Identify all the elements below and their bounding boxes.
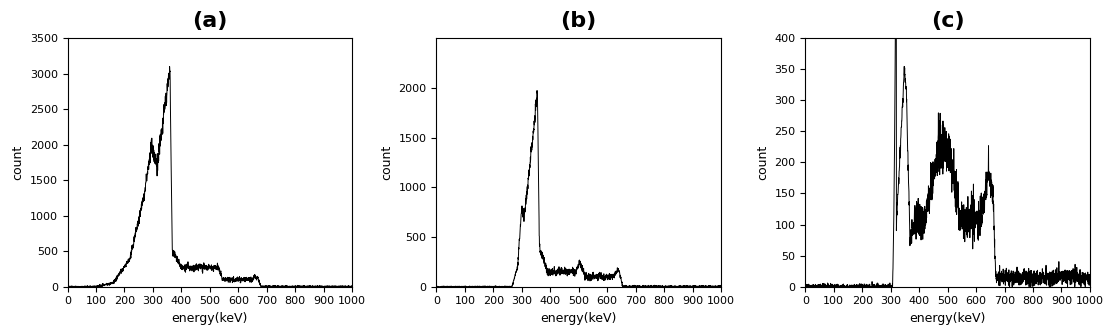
Y-axis label: count: count: [380, 145, 392, 180]
X-axis label: energy(keV): energy(keV): [172, 312, 248, 325]
Title: (a): (a): [192, 11, 227, 31]
X-axis label: energy(keV): energy(keV): [541, 312, 617, 325]
Y-axis label: count: count: [756, 145, 769, 180]
Title: (b): (b): [561, 11, 597, 31]
Title: (c): (c): [931, 11, 964, 31]
Y-axis label: count: count: [11, 145, 25, 180]
X-axis label: energy(keV): energy(keV): [910, 312, 986, 325]
